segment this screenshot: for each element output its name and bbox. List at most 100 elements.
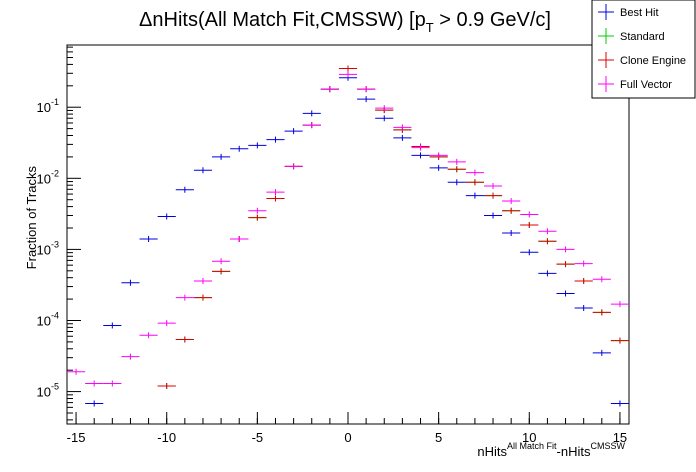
data-point	[357, 96, 376, 103]
title-main: ΔnHits(All Match Fit,CMSSW) [p	[139, 9, 426, 31]
legend-label: Best Hit	[620, 7, 659, 19]
data-point	[393, 124, 412, 131]
data-point	[139, 236, 158, 243]
y-tick-base: 10	[37, 313, 51, 328]
data-point	[157, 320, 176, 327]
y-tick-label: 10-2	[37, 168, 59, 186]
data-point	[212, 258, 231, 265]
data-point	[193, 167, 213, 174]
x-axis-label: nHitsAll Match Fit-nHitsCMSSW	[477, 441, 625, 459]
data-point	[103, 380, 122, 387]
title-rest: > 0.9 GeV/c]	[434, 9, 551, 31]
data-point	[302, 110, 321, 117]
data-point	[175, 294, 194, 301]
data-point	[357, 86, 376, 93]
data-point	[266, 136, 285, 143]
data-point	[411, 152, 430, 159]
xlabel-sup: All Match Fit	[507, 441, 557, 451]
data-point	[520, 211, 539, 218]
x-tick-label: -15	[67, 430, 86, 445]
data-point	[175, 336, 194, 343]
data-point	[465, 179, 484, 186]
data-point	[574, 260, 593, 267]
data-point	[411, 144, 430, 151]
data-point	[556, 290, 575, 297]
data-point	[338, 65, 358, 72]
x-tick-label: 5	[435, 430, 442, 445]
data-point	[447, 166, 466, 173]
data-point	[520, 249, 539, 256]
data-point	[248, 142, 267, 149]
data-point	[447, 158, 466, 165]
data-point	[302, 122, 321, 129]
data-point	[502, 230, 521, 237]
title-sub: T	[426, 20, 434, 35]
data-point	[266, 189, 285, 196]
xlabel-b: -nHits	[557, 444, 591, 459]
data-point	[538, 228, 557, 235]
data-point	[175, 186, 194, 193]
data-point	[193, 294, 213, 301]
data-point	[230, 236, 249, 243]
data-point	[67, 368, 86, 375]
data-point	[320, 86, 339, 93]
y-tick-exp: -4	[51, 310, 59, 320]
y-tick-base: 10	[37, 100, 51, 115]
y-tick-base: 10	[37, 242, 51, 257]
data-point	[103, 322, 122, 329]
xlabel-a: nHits	[477, 444, 507, 459]
data-point	[610, 337, 629, 344]
data-point	[592, 276, 611, 283]
data-point	[556, 261, 575, 268]
data-point	[230, 145, 249, 152]
legend-label: Full Vector	[620, 79, 672, 91]
legend-marker	[598, 4, 614, 20]
legend-marker	[598, 76, 614, 92]
y-tick-label: 10-1	[37, 97, 59, 115]
data-point	[538, 238, 557, 245]
data-point	[483, 192, 503, 199]
data-point	[610, 301, 629, 308]
data-point	[520, 222, 539, 229]
data-point	[610, 400, 629, 407]
legend-label: Standard	[620, 31, 665, 43]
y-tick-label: 10-3	[37, 239, 59, 257]
data-point	[429, 152, 448, 159]
data-point	[266, 195, 285, 202]
data-point	[556, 246, 575, 253]
data-point	[248, 207, 267, 214]
data-point	[284, 163, 303, 170]
data-point	[447, 179, 466, 186]
data-point	[483, 182, 503, 189]
legend-marker	[598, 28, 614, 44]
data-point	[139, 332, 158, 339]
y-axis-label: Fraction of Tracks	[24, 166, 39, 270]
x-tick-label: 10	[522, 430, 536, 445]
data-point	[592, 309, 611, 316]
data-point	[85, 380, 104, 387]
xlabel-sup2: CMSSW	[591, 441, 626, 451]
data-point	[157, 382, 176, 389]
y-tick-exp: -2	[51, 168, 59, 178]
data-point	[429, 164, 448, 171]
data-point	[157, 213, 176, 220]
legend-box	[591, 0, 696, 99]
data-point	[375, 105, 394, 112]
legend-marker	[598, 52, 614, 68]
legend-label: Clone Engine	[620, 55, 686, 67]
y-tick-exp: -5	[51, 382, 59, 392]
data-point	[193, 277, 213, 284]
data-point	[483, 212, 503, 219]
data-point	[465, 169, 484, 176]
data-point	[121, 353, 140, 360]
data-point	[212, 268, 231, 275]
data-point	[85, 400, 104, 407]
data-point	[592, 349, 611, 356]
chart-title: ΔnHits(All Match Fit,CMSSW) [pT > 0.9 Ge…	[139, 9, 551, 35]
data-point	[121, 279, 140, 286]
y-tick-exp: -3	[51, 239, 59, 249]
data-point	[248, 214, 267, 221]
y-tick-exp: -1	[51, 97, 59, 107]
data-point	[338, 71, 358, 78]
